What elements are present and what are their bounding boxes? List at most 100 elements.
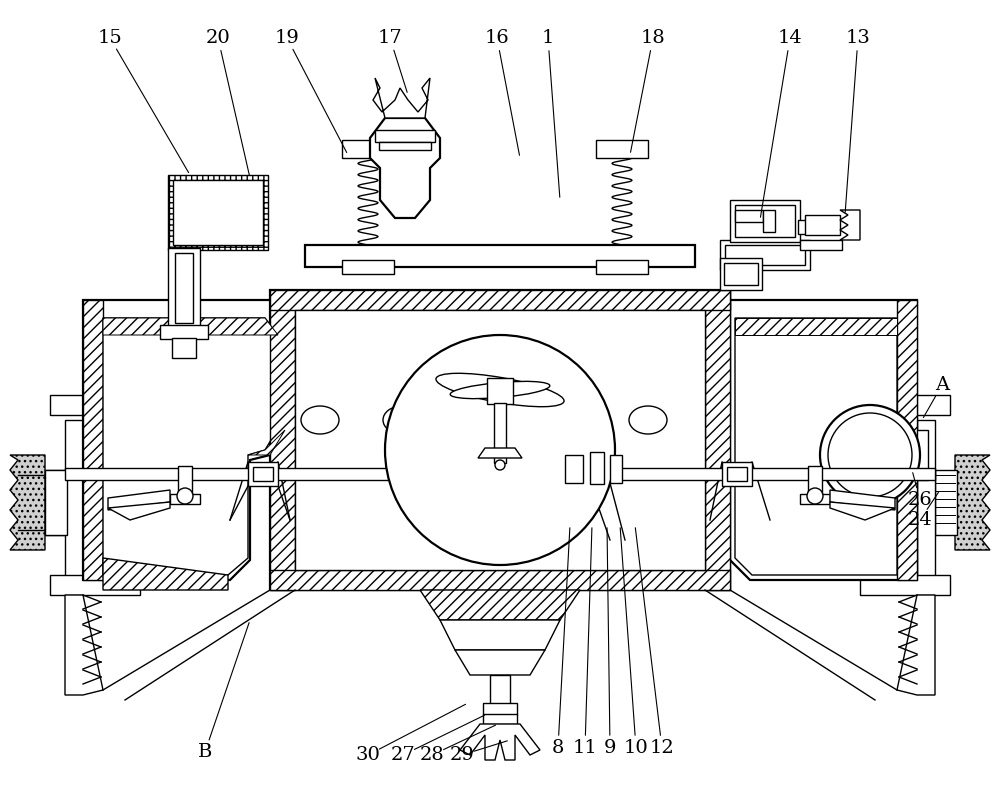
Bar xyxy=(172,338,196,358)
Bar xyxy=(168,248,200,328)
Polygon shape xyxy=(455,650,545,675)
Polygon shape xyxy=(373,78,430,118)
Bar xyxy=(917,420,935,585)
Bar xyxy=(565,455,583,483)
Bar xyxy=(253,467,273,481)
Text: 18: 18 xyxy=(641,29,665,47)
Circle shape xyxy=(807,488,823,504)
Polygon shape xyxy=(270,290,730,310)
Bar xyxy=(935,470,957,535)
Text: 26: 26 xyxy=(908,491,932,509)
Text: 27: 27 xyxy=(391,746,415,764)
Polygon shape xyxy=(248,430,285,455)
Bar xyxy=(860,575,950,595)
Text: A: A xyxy=(935,376,949,394)
Text: 16: 16 xyxy=(485,29,509,47)
Bar xyxy=(379,142,431,150)
Bar xyxy=(65,468,935,480)
Bar xyxy=(173,180,263,245)
Text: 29: 29 xyxy=(450,746,474,764)
Bar xyxy=(248,462,278,486)
Bar xyxy=(305,245,695,267)
Polygon shape xyxy=(955,455,990,550)
Text: 1: 1 xyxy=(542,29,554,47)
Circle shape xyxy=(177,488,193,504)
Text: 11: 11 xyxy=(573,739,597,757)
Bar xyxy=(175,253,193,323)
Polygon shape xyxy=(10,455,45,550)
Bar xyxy=(295,310,705,570)
Circle shape xyxy=(828,413,912,497)
Text: 17: 17 xyxy=(378,29,402,47)
Bar xyxy=(375,130,435,142)
Bar xyxy=(722,462,752,486)
Polygon shape xyxy=(108,490,170,510)
Circle shape xyxy=(820,405,920,505)
Text: 20: 20 xyxy=(206,29,230,47)
Bar xyxy=(50,575,140,595)
Bar xyxy=(178,466,192,496)
Bar xyxy=(730,200,800,242)
Polygon shape xyxy=(735,318,897,575)
Bar xyxy=(270,290,730,590)
Circle shape xyxy=(385,335,615,565)
Polygon shape xyxy=(705,290,730,590)
Ellipse shape xyxy=(301,406,339,434)
Ellipse shape xyxy=(450,382,550,398)
Bar xyxy=(735,205,795,237)
Bar xyxy=(800,240,842,250)
Bar xyxy=(65,420,83,585)
Polygon shape xyxy=(897,300,917,580)
Polygon shape xyxy=(270,570,730,590)
Bar xyxy=(590,452,604,484)
Bar xyxy=(860,395,950,415)
Ellipse shape xyxy=(547,406,585,434)
Bar xyxy=(725,245,805,265)
Polygon shape xyxy=(65,595,103,695)
Ellipse shape xyxy=(436,373,564,407)
Polygon shape xyxy=(420,590,580,620)
Polygon shape xyxy=(478,448,522,458)
Circle shape xyxy=(495,460,505,470)
Bar xyxy=(45,470,67,535)
Bar xyxy=(596,260,648,274)
Text: 10: 10 xyxy=(624,739,648,757)
Bar xyxy=(720,258,762,290)
Polygon shape xyxy=(715,300,917,580)
Polygon shape xyxy=(840,210,860,240)
Polygon shape xyxy=(830,502,895,520)
Polygon shape xyxy=(897,595,935,695)
Text: 9: 9 xyxy=(604,739,616,757)
Bar xyxy=(160,325,208,339)
Bar xyxy=(494,403,506,463)
Bar xyxy=(50,395,140,415)
Bar xyxy=(487,378,513,404)
Text: 13: 13 xyxy=(846,29,870,47)
Polygon shape xyxy=(103,558,228,590)
Bar xyxy=(483,703,517,715)
Text: 24: 24 xyxy=(908,511,932,529)
Bar xyxy=(724,263,758,285)
Bar xyxy=(808,466,822,496)
Bar xyxy=(342,140,394,158)
Polygon shape xyxy=(83,300,285,580)
Text: 30: 30 xyxy=(356,746,380,764)
Polygon shape xyxy=(270,290,295,590)
Polygon shape xyxy=(370,118,440,218)
Polygon shape xyxy=(440,620,560,650)
Bar xyxy=(800,494,830,504)
Bar xyxy=(596,140,648,158)
Bar xyxy=(168,175,268,250)
Text: 28: 28 xyxy=(420,746,444,764)
Text: 12: 12 xyxy=(650,739,674,757)
Bar xyxy=(45,470,67,535)
Polygon shape xyxy=(103,318,278,335)
Text: 14: 14 xyxy=(778,29,802,47)
Bar xyxy=(342,260,394,274)
Bar xyxy=(727,467,747,481)
Text: B: B xyxy=(198,743,212,761)
Ellipse shape xyxy=(629,406,667,434)
Polygon shape xyxy=(103,318,278,575)
Polygon shape xyxy=(108,502,170,520)
Bar xyxy=(763,210,775,232)
